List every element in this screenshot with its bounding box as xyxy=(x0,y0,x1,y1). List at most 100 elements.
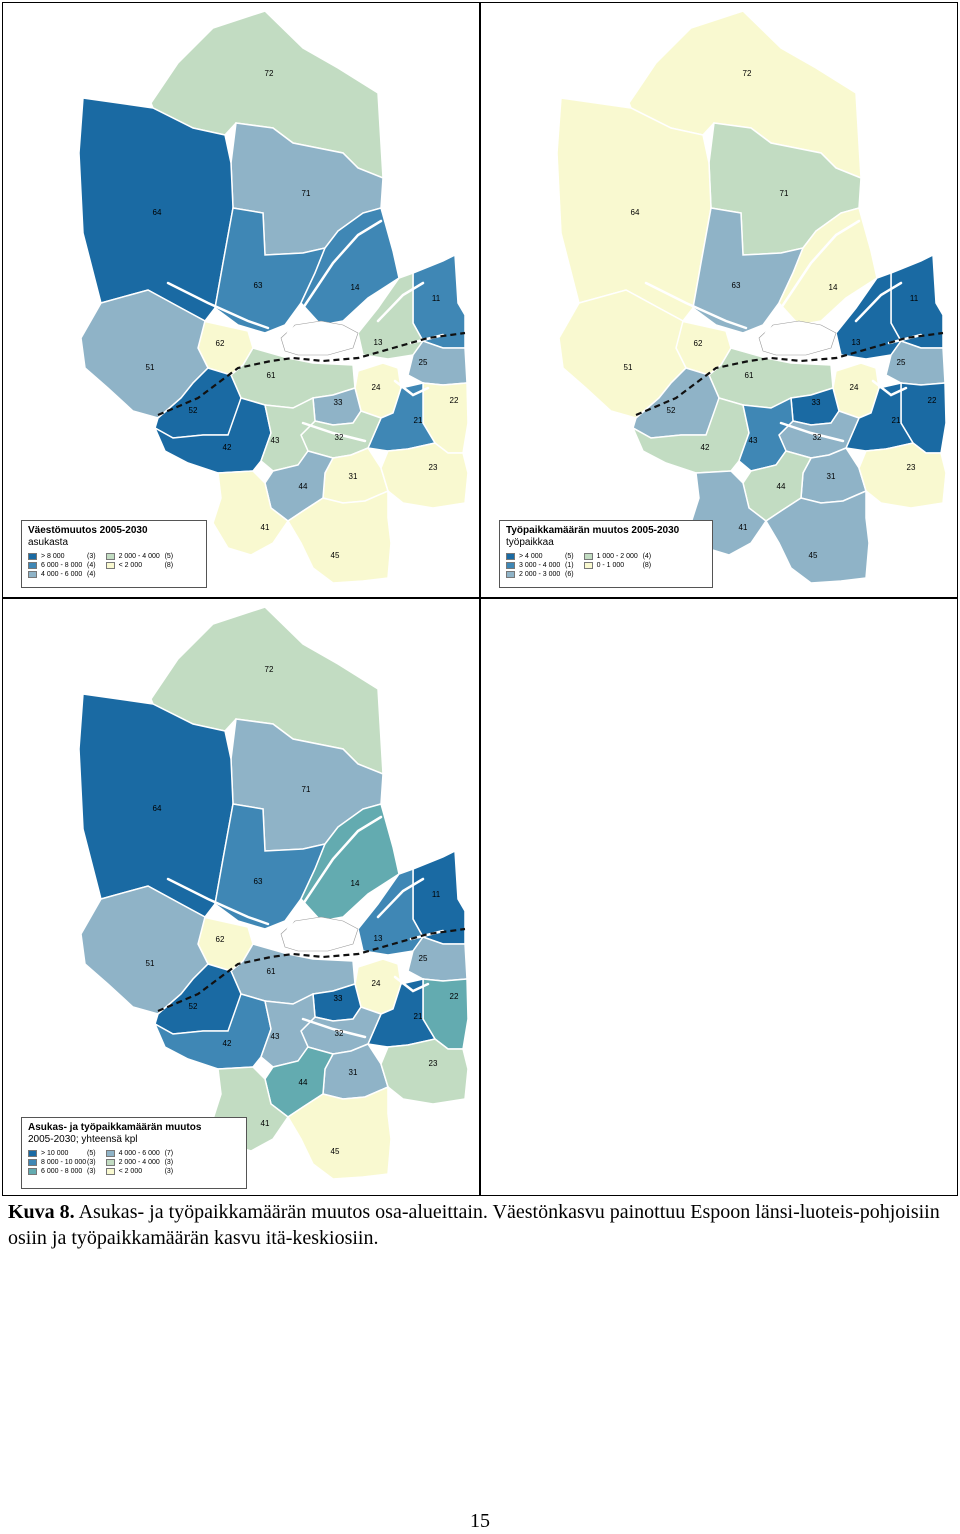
region-21 xyxy=(366,978,437,1048)
region-label-25: 25 xyxy=(419,358,428,367)
legend-item: < 2 000 (8) xyxy=(105,561,173,570)
legend-label: 1 000 - 2 000 xyxy=(596,553,638,560)
region-label-62: 62 xyxy=(216,339,225,348)
legend-item: 8 000 - 10 000 (3) xyxy=(28,1158,96,1167)
region-label-33: 33 xyxy=(334,994,343,1003)
region-label-14: 14 xyxy=(829,283,838,292)
legend-item: 0 - 1 000 (8) xyxy=(583,561,652,570)
combined-map-panel: 72 71 64 63 14 11 62 13 51 61 25 24 22 33 52 21 32 42 43 31… xyxy=(2,598,480,1196)
region-45 xyxy=(764,489,870,584)
legend-subtitle: 2005-2030; yhteensä kpl xyxy=(28,1134,138,1145)
legend-swatch xyxy=(506,571,515,578)
legend-count: (5) xyxy=(87,1150,96,1157)
region-label-63: 63 xyxy=(254,281,263,290)
region-13 xyxy=(357,867,424,956)
legend-label: 4 000 - 6 000 xyxy=(41,571,83,578)
region-label-43: 43 xyxy=(271,1032,280,1041)
legend-label: > 4 000 xyxy=(519,553,543,560)
legend-entries: > 8 000 (3) 6 000 - 8 000 (4) 4 000 - 6 000 (… xyxy=(28,552,200,579)
legend-item: 4 000 - 6 000 (7) xyxy=(105,1149,174,1158)
region-label-25: 25 xyxy=(897,358,906,367)
road-3 xyxy=(854,281,903,323)
legend-count: (5) xyxy=(565,553,574,560)
caption-prefix: Kuva 8. xyxy=(8,1201,75,1223)
legend-label: > 8 000 xyxy=(41,553,65,560)
legend-count: (4) xyxy=(87,571,96,578)
road-4 xyxy=(393,379,430,397)
region-label-64: 64 xyxy=(631,208,640,217)
caption-text: Asukas- ja työpaikkamäärän muutos osa-al… xyxy=(8,1201,940,1249)
legend-swatch xyxy=(105,553,115,560)
region-label-42: 42 xyxy=(701,443,710,452)
legend-swatch xyxy=(28,1159,37,1166)
region-label-22: 22 xyxy=(450,396,459,405)
legend-item: > 8 000 (3) xyxy=(28,552,96,561)
legend-item: 3 000 - 4 000 (1) xyxy=(506,561,574,570)
legend-subtitle: asukasta xyxy=(28,537,69,548)
region-label-24: 24 xyxy=(850,383,859,392)
legend-swatch xyxy=(105,1168,115,1175)
region-label-14: 14 xyxy=(351,879,360,888)
legend-entries: > 4 000 (5) 3 000 - 4 000 (1) 2 000 - 3 000 (… xyxy=(506,552,706,579)
region-label-22: 22 xyxy=(928,396,937,405)
region-label-23: 23 xyxy=(429,1059,438,1068)
legend-swatch xyxy=(506,562,515,569)
region-label-44: 44 xyxy=(299,1078,308,1087)
region-45 xyxy=(286,1085,392,1180)
region-label-45: 45 xyxy=(331,1147,340,1156)
road-4 xyxy=(393,975,430,993)
figure-grid: 72 71 64 63 14 11 62 13 51 61 25 24 22 33 52 21 32 42 43 31… xyxy=(2,2,958,1196)
legend-column: > 4 000 (5) 3 000 - 4 000 (1) 2 000 - 3 000 (… xyxy=(506,552,574,579)
region-label-21: 21 xyxy=(414,416,423,425)
legend-title: Väestömuutos 2005-2030 xyxy=(28,525,148,536)
region-label-23: 23 xyxy=(429,463,438,472)
legend-count: (7) xyxy=(164,1150,174,1157)
region-label-41: 41 xyxy=(261,523,270,532)
road-5 xyxy=(301,421,367,443)
region-label-21: 21 xyxy=(892,416,901,425)
combined-legend: Asukas- ja työpaikkamäärän muutos 2005-2… xyxy=(21,1117,247,1189)
region-label-32: 32 xyxy=(813,433,822,442)
legend-title: Työpaikkamäärän muutos 2005-2030 xyxy=(506,525,680,536)
legend-count: (3) xyxy=(87,1168,96,1175)
legend-count: (6) xyxy=(565,571,574,578)
legend-label: 4 000 - 6 000 xyxy=(118,1150,160,1157)
empty-panel xyxy=(480,598,958,1196)
road-3 xyxy=(376,281,425,323)
region-41 xyxy=(212,470,290,556)
page-number: 15 xyxy=(470,1510,490,1532)
region-23 xyxy=(380,442,469,509)
region-45 xyxy=(286,489,392,584)
legend-count: (3) xyxy=(87,553,96,560)
region-13 xyxy=(835,271,902,360)
legend-count: (5) xyxy=(164,553,174,560)
legend-swatch xyxy=(105,1150,115,1157)
region-label-72: 72 xyxy=(743,69,752,78)
legend-item: 2 000 - 4 000 (5) xyxy=(105,552,174,561)
region-label-14: 14 xyxy=(351,283,360,292)
combined-map: 72 71 64 63 14 11 62 13 51 61 25 24 22 33 52 21 32 42 43 31… xyxy=(78,606,469,1180)
legend-swatch xyxy=(583,553,593,560)
legend-count: (1) xyxy=(565,562,574,569)
region-label-42: 42 xyxy=(223,1039,232,1048)
region-label-51: 51 xyxy=(624,363,633,372)
region-label-31: 31 xyxy=(827,472,836,481)
region-label-13: 13 xyxy=(374,338,383,347)
region-label-64: 64 xyxy=(153,804,162,813)
legend-label: 2 000 - 3 000 xyxy=(519,571,561,578)
region-label-63: 63 xyxy=(254,877,263,886)
road-2 xyxy=(764,219,861,335)
region-14 xyxy=(778,207,878,326)
legend-count: (8) xyxy=(642,562,652,569)
legend-swatch xyxy=(28,1168,37,1175)
region-label-33: 33 xyxy=(334,398,343,407)
region-label-11: 11 xyxy=(432,890,441,899)
region-label-45: 45 xyxy=(809,551,818,560)
legend-swatch xyxy=(583,562,593,569)
region-label-71: 71 xyxy=(302,785,311,794)
region-label-41: 41 xyxy=(261,1119,270,1128)
legend-entries: > 10 000 (5) 8 000 - 10 000 (3) 6 000 - 8 00… xyxy=(28,1149,240,1176)
region-14 xyxy=(300,207,400,326)
legend-item: 1 000 - 2 000 (4) xyxy=(583,552,651,561)
legend-column: 2 000 - 4 000 (5) < 2 000 (8) xyxy=(105,552,174,579)
